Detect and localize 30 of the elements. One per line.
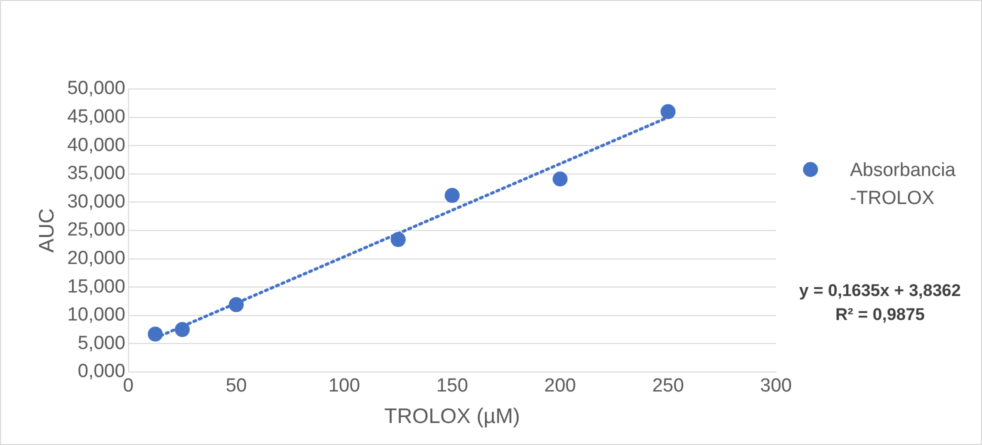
- x-tick-label: 0: [123, 376, 134, 397]
- x-tick-label: 300: [760, 376, 792, 397]
- y-tick-label: 15,000: [67, 276, 126, 298]
- point: [228, 297, 244, 312]
- x-tick-label: 100: [328, 376, 360, 397]
- x-tick-label: 150: [436, 376, 468, 397]
- x-tick-label: 200: [544, 376, 576, 397]
- x-tick-label: 250: [652, 376, 684, 397]
- point: [148, 326, 163, 342]
- legend-label: Absorbancia -TROLOX: [850, 159, 957, 211]
- point: [390, 232, 406, 248]
- y-tick-label: 45,000: [67, 106, 126, 128]
- point: [444, 188, 460, 203]
- x-tick-label: 50: [226, 376, 247, 397]
- y-tick-label: 5,000: [78, 332, 126, 354]
- y-tick-label: 40,000: [67, 134, 126, 156]
- y-tick-label: 35,000: [67, 163, 126, 184]
- y-tick-label: 10,000: [67, 304, 126, 326]
- x-axis-title: TROLOX (µM): [384, 405, 520, 428]
- y-tick-label: 30,000: [67, 191, 126, 212]
- point: [660, 104, 676, 120]
- y-axis-title: AUC: [35, 208, 58, 253]
- text: y = 0,1635x + 3,8362: [798, 280, 962, 302]
- y-tick-label: 0,000: [78, 361, 126, 382]
- point: [552, 171, 568, 186]
- y-tick-label: 50,000: [67, 78, 126, 100]
- point: [174, 322, 190, 338]
- text: R² = 0,9875: [834, 304, 926, 326]
- y-tick-label: 25,000: [67, 220, 126, 241]
- y-tick-label: 20,000: [67, 248, 126, 270]
